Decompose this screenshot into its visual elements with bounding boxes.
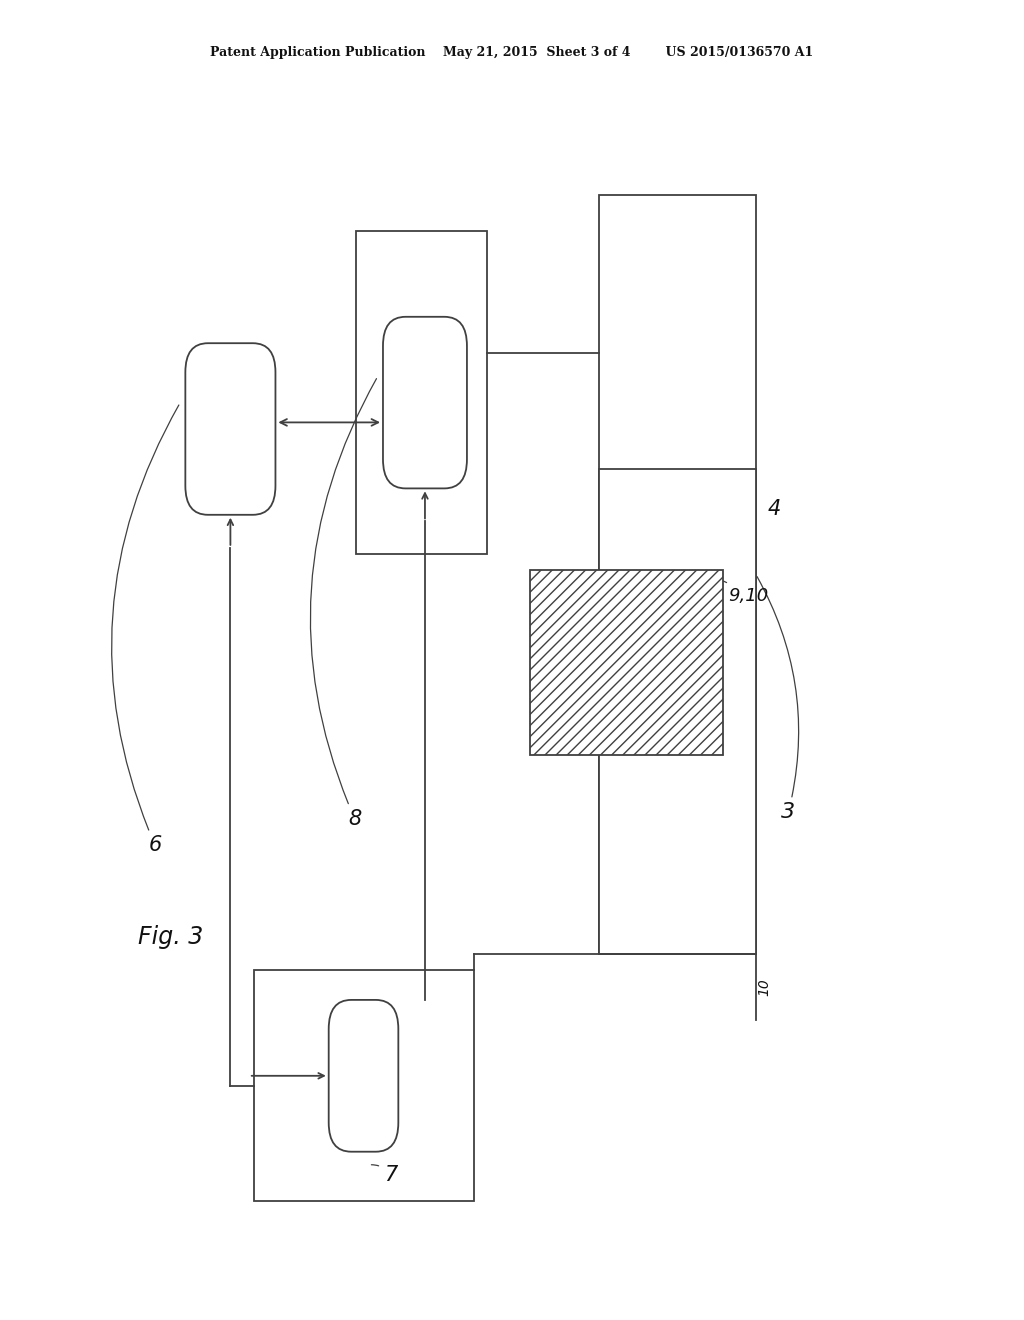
FancyBboxPatch shape: [185, 343, 275, 515]
FancyBboxPatch shape: [383, 317, 467, 488]
Bar: [599, 195, 756, 954]
FancyBboxPatch shape: [329, 1001, 398, 1151]
Text: 8: 8: [310, 379, 377, 829]
Bar: [599, 469, 756, 954]
Text: 9,10: 9,10: [695, 570, 768, 605]
Text: 10: 10: [757, 978, 771, 997]
Bar: [530, 570, 723, 755]
Bar: [356, 231, 487, 554]
Text: 6: 6: [112, 405, 179, 855]
Text: 3: 3: [757, 577, 799, 822]
Text: 7: 7: [372, 1164, 397, 1185]
Bar: [254, 970, 474, 1201]
Text: Fig. 3: Fig. 3: [138, 925, 204, 949]
Text: Patent Application Publication    May 21, 2015  Sheet 3 of 4        US 2015/0136: Patent Application Publication May 21, 2…: [210, 46, 814, 59]
Text: 4: 4: [768, 499, 781, 519]
